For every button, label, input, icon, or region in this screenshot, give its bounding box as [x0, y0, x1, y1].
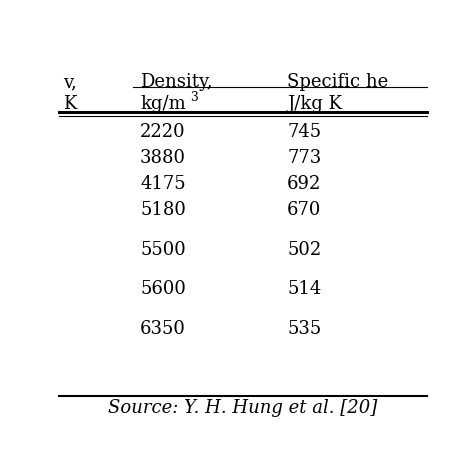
- Text: Specific he: Specific he: [287, 73, 388, 91]
- Text: 670: 670: [287, 201, 321, 219]
- Text: 745: 745: [287, 123, 321, 141]
- Text: v,: v,: [63, 73, 77, 91]
- Text: 5500: 5500: [140, 241, 186, 259]
- Text: 5600: 5600: [140, 280, 186, 298]
- Text: kg/m: kg/m: [140, 95, 186, 113]
- Text: 3: 3: [190, 91, 197, 104]
- Text: 502: 502: [287, 241, 321, 259]
- Text: J/kg K: J/kg K: [287, 95, 342, 113]
- Text: 6350: 6350: [140, 319, 186, 337]
- Text: K: K: [63, 95, 76, 113]
- Text: 3880: 3880: [140, 149, 186, 167]
- Text: Source: Y. H. Hung et al. [20]: Source: Y. H. Hung et al. [20]: [108, 399, 378, 417]
- Text: 2220: 2220: [140, 123, 186, 141]
- Text: 692: 692: [287, 175, 321, 193]
- Text: 773: 773: [287, 149, 321, 167]
- Text: 535: 535: [287, 319, 321, 337]
- Text: 514: 514: [287, 280, 321, 298]
- Text: Density,: Density,: [140, 73, 212, 91]
- Text: 4175: 4175: [140, 175, 186, 193]
- Text: 5180: 5180: [140, 201, 186, 219]
